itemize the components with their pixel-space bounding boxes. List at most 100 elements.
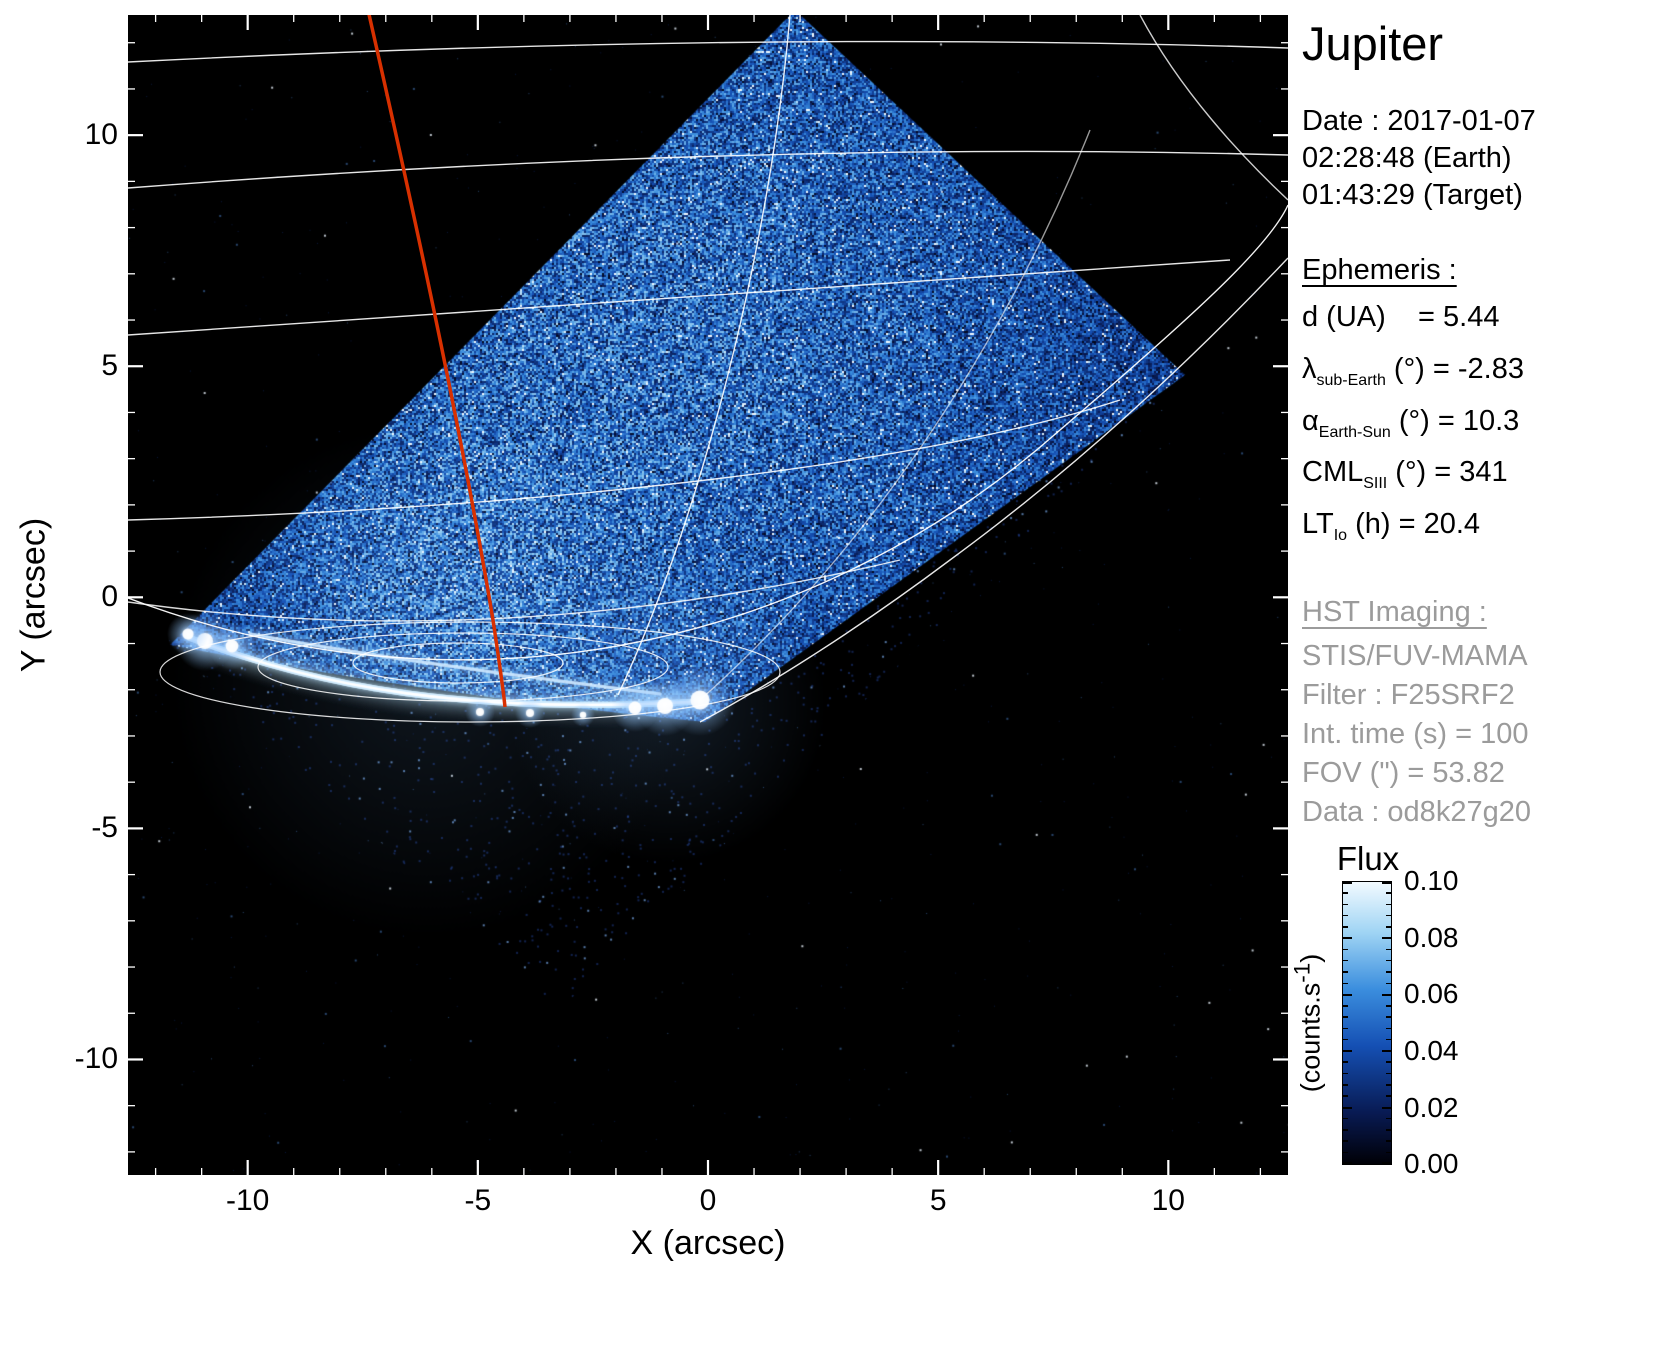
colorbar-tick <box>1343 915 1348 917</box>
hst-imaging-block: HST Imaging : STIS/FUV-MAMA Filter : F25… <box>1302 596 1674 832</box>
colorbar-tick <box>1386 1095 1391 1097</box>
colorbar-tick <box>1386 983 1391 985</box>
colorbar-tick <box>1386 1084 1391 1086</box>
info-panel: Jupiter Date : 2017-01-07 02:28:48 (Eart… <box>1302 0 1674 832</box>
x-tick-label: 0 <box>700 1184 717 1218</box>
hst-instrument: STIS/FUV-MAMA <box>1302 637 1674 676</box>
colorbar-tick <box>1343 1005 1348 1007</box>
colorbar-tick <box>1386 1118 1391 1120</box>
colorbar-tick <box>1386 1152 1391 1154</box>
colorbar-tick-label: 0.10 <box>1404 865 1459 897</box>
colorbar-tick <box>1386 915 1391 917</box>
colorbar <box>1342 881 1392 1165</box>
colorbar-tick <box>1343 994 1352 996</box>
hst-lines: STIS/FUV-MAMA Filter : F25SRF2 Int. time… <box>1302 637 1674 832</box>
colorbar-tick <box>1386 1073 1391 1075</box>
unit-exponent: -1 <box>1290 963 1315 983</box>
colorbar-tick-label: 0.06 <box>1404 978 1459 1010</box>
colorbar-tick <box>1343 1118 1348 1120</box>
colorbar-tick <box>1343 1050 1352 1052</box>
x-tick-label: -5 <box>464 1184 491 1218</box>
unit-suffix: ) <box>1296 954 1326 963</box>
colorbar-tick <box>1343 949 1348 951</box>
colorbar-tick <box>1343 1152 1348 1154</box>
colorbar-tick <box>1343 971 1348 973</box>
y-tick-label: 10 <box>85 118 118 152</box>
colorbar-tick <box>1386 1129 1391 1131</box>
colorbar-tick <box>1343 1095 1348 1097</box>
planet-gridline <box>618 15 790 695</box>
colorbar-tick <box>1382 1050 1391 1052</box>
colorbar-tick <box>1343 882 1352 884</box>
eph-symbol: λ <box>1302 353 1317 385</box>
planet-gridline <box>128 260 1230 335</box>
planet-gridline <box>700 130 1090 700</box>
colorbar-tick <box>1343 1140 1348 1142</box>
y-tick-label: -10 <box>75 1042 118 1076</box>
planet-gridline <box>128 151 1288 188</box>
ephemeris-row-distance: d (UA) = 5.44 <box>1302 297 1674 349</box>
date-line-3: 01:43:29 (Target) <box>1302 177 1674 214</box>
colorbar-tick <box>1343 1162 1352 1164</box>
colorbar-tick <box>1386 1061 1391 1063</box>
hst-filter: Filter : F25SRF2 <box>1302 676 1674 715</box>
planet-gridline <box>128 42 1288 62</box>
colorbar-tick <box>1386 892 1391 894</box>
io-footprint-track <box>368 15 505 707</box>
colorbar-tick <box>1343 1073 1348 1075</box>
x-tick-label: -10 <box>226 1184 269 1218</box>
eph-symbol: d (UA) <box>1302 301 1386 333</box>
plot-area <box>128 15 1288 1175</box>
colorbar-tick <box>1343 1061 1348 1063</box>
colorbar-tick-label: 0.02 <box>1404 1092 1459 1124</box>
y-tick-label: 0 <box>101 580 118 614</box>
colorbar-tick <box>1386 960 1391 962</box>
colorbar-tick <box>1343 1016 1348 1018</box>
colorbar-tick <box>1343 892 1348 894</box>
eph-value: (°) = 10.3 <box>1391 405 1519 437</box>
eph-subscript: Io <box>1334 527 1347 544</box>
colorbar-tick <box>1386 926 1391 928</box>
colorbar-tick <box>1343 937 1352 939</box>
eph-value: = 5.44 <box>1386 301 1500 333</box>
ephemeris-row-lambda: λsub-Earth (°) = -2.83 <box>1302 349 1674 401</box>
planet-gridline <box>128 560 900 621</box>
planet-gridline <box>1140 15 1288 200</box>
colorbar-tick <box>1382 937 1391 939</box>
colorbar-tick <box>1386 949 1391 951</box>
planet-gridline <box>700 258 1288 722</box>
ephemeris-row-cml: CMLSIII (°) = 341 <box>1302 452 1674 504</box>
date-line-1: Date : 2017-01-07 <box>1302 103 1674 140</box>
colorbar-tick <box>1343 1039 1348 1041</box>
colorbar-tick <box>1386 1005 1391 1007</box>
eph-value: (°) = 341 <box>1387 456 1507 488</box>
colorbar-tick-label: 0.04 <box>1404 1035 1459 1067</box>
eph-subscript: SIII <box>1363 475 1387 492</box>
colorbar-tick <box>1386 1028 1391 1030</box>
colorbar-tick <box>1343 960 1348 962</box>
overlay-svg <box>128 15 1288 1175</box>
colorbar-tick-label: 0.00 <box>1404 1148 1459 1180</box>
colorbar-tick <box>1343 1129 1348 1131</box>
y-axis-label: Y (arcsec) <box>15 518 54 672</box>
colorbar-unit-label: (counts.s-1) <box>1290 954 1327 1093</box>
ephemeris-row-lt: LTIo (h) = 20.4 <box>1302 504 1674 556</box>
eph-symbol: α <box>1302 405 1319 437</box>
y-tick-label: -5 <box>91 811 118 845</box>
colorbar-tick <box>1386 971 1391 973</box>
polar-latitude-oval <box>160 622 780 722</box>
page-title: Jupiter <box>1302 16 1674 71</box>
hst-data-id: Data : od8k27g20 <box>1302 793 1674 832</box>
colorbar-tick <box>1343 983 1348 985</box>
colorbar-tick <box>1343 1084 1348 1086</box>
colorbar-tick <box>1382 882 1391 884</box>
colorbar-tick <box>1382 1107 1391 1109</box>
hst-int-time: Int. time (s) = 100 <box>1302 715 1674 754</box>
colorbar-tick <box>1382 1162 1391 1164</box>
polar-latitude-oval <box>353 643 563 683</box>
hst-heading: HST Imaging : <box>1302 596 1674 629</box>
eph-value: (°) = -2.83 <box>1386 353 1524 385</box>
ephemeris-heading: Ephemeris : <box>1302 254 1674 287</box>
colorbar-tick <box>1386 1140 1391 1142</box>
colorbar-tick <box>1343 1107 1352 1109</box>
